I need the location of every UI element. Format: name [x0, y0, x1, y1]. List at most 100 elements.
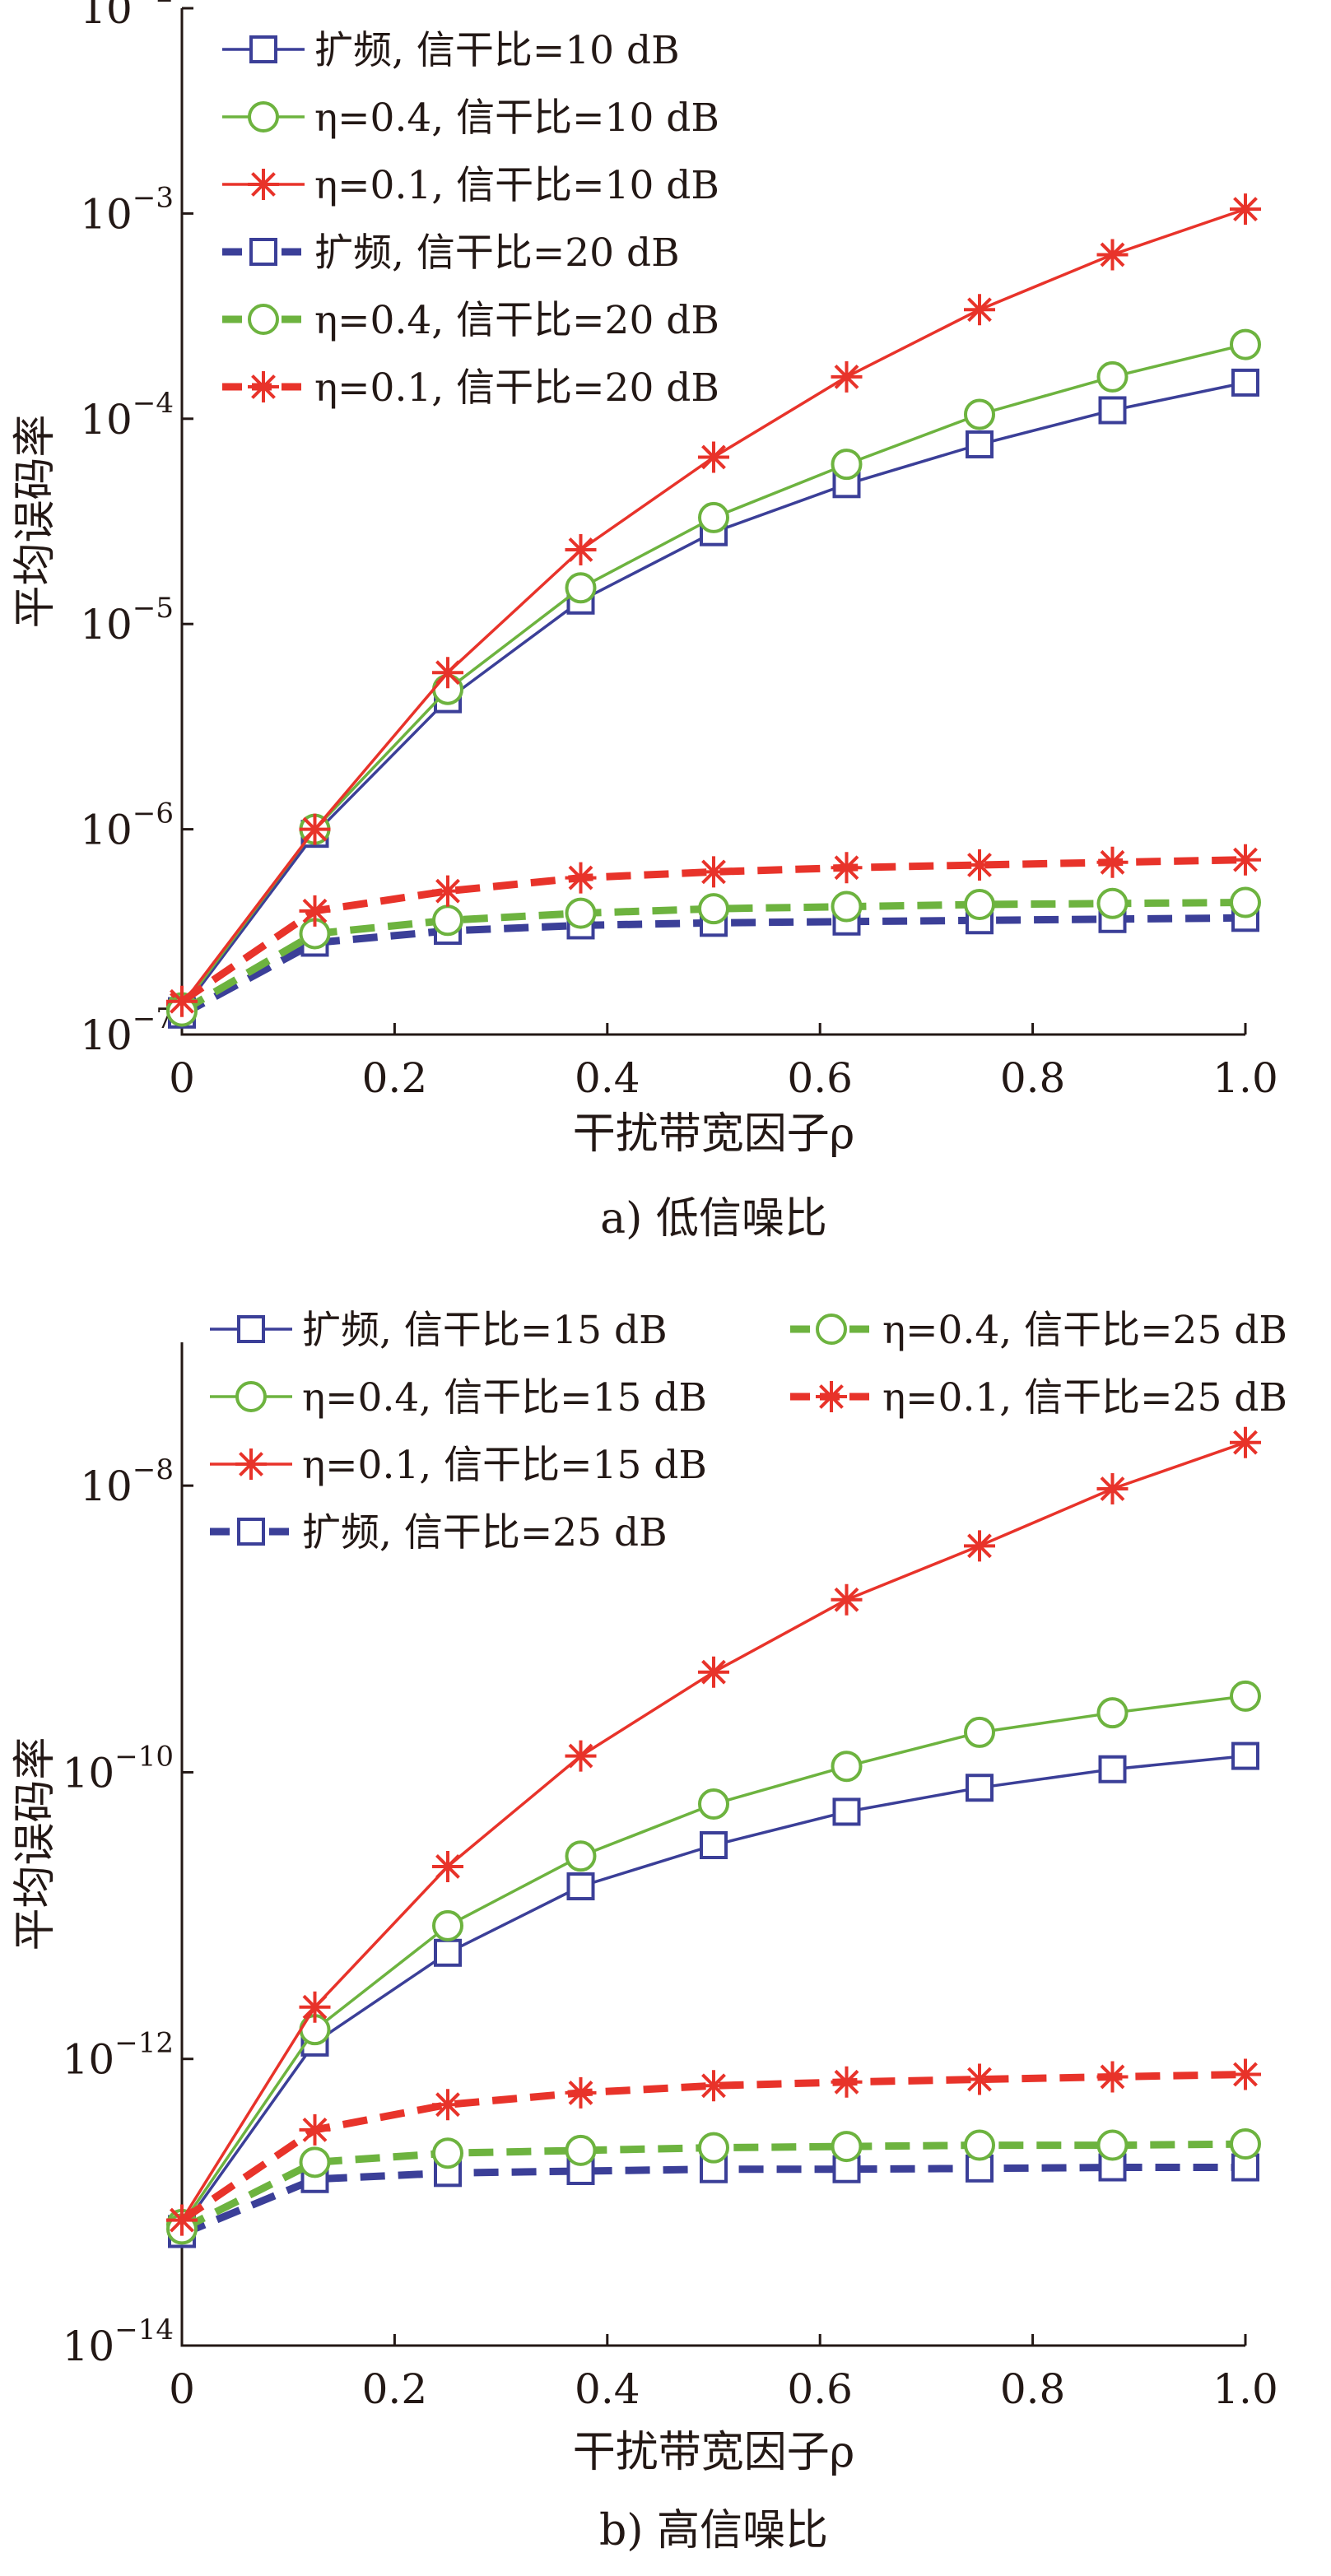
- data-point: [700, 1831, 728, 1860]
- y-tick-label: 10−10: [63, 1740, 174, 1797]
- data-point: [698, 441, 729, 473]
- legend-item: η=0.1, 信干比=25 dB: [790, 1375, 1287, 1421]
- legend-label: η=0.4, 信干比=25 dB: [882, 1308, 1287, 1353]
- y-tick-label: 10−8: [80, 1453, 174, 1510]
- data-point: [1096, 2129, 1129, 2161]
- y-tick-exponent: −10: [114, 1740, 174, 1773]
- data-point: [565, 897, 597, 929]
- legend-label: η=0.4, 信干比=10 dB: [314, 95, 719, 141]
- data-point: [565, 572, 597, 604]
- x-tick-label: 0.4: [575, 1054, 640, 1102]
- y-tick-exponent: −5: [133, 592, 174, 625]
- data-point: [1096, 887, 1129, 919]
- data-point: [299, 1991, 331, 2023]
- legend-marker: [237, 1315, 265, 1343]
- legend-label: 扩频, 信干比=15 dB: [302, 1308, 668, 1353]
- legend-marker: [235, 1448, 267, 1480]
- data-point: [432, 904, 463, 937]
- data-point: [299, 2146, 331, 2178]
- series-5: [166, 844, 1261, 1017]
- data-point: [1230, 1426, 1261, 1458]
- legend-item: η=0.4, 信干比=10 dB: [222, 95, 719, 141]
- data-point: [964, 294, 995, 326]
- legend-label: η=0.1, 信干比=25 dB: [882, 1375, 1287, 1421]
- y-tick-label: 10−4: [80, 387, 174, 444]
- data-point: [1096, 360, 1129, 393]
- data-point: [1230, 2058, 1261, 2090]
- data-point: [432, 657, 463, 689]
- series-5: [166, 2058, 1261, 2236]
- data-point: [565, 1740, 597, 1772]
- data-point: [566, 1872, 595, 1901]
- legend-marker: [249, 238, 277, 266]
- series-4: [166, 886, 1261, 1027]
- x-tick-label: 0.8: [1000, 2365, 1066, 2413]
- data-point: [966, 430, 994, 458]
- y-tick-exponent: −12: [114, 2027, 174, 2060]
- y-tick-label: 10−5: [80, 592, 174, 649]
- data-point: [964, 1530, 995, 1562]
- data-point: [832, 1797, 861, 1826]
- data-point: [964, 849, 995, 881]
- legend-label: 扩频, 信干比=25 dB: [302, 1510, 668, 1555]
- y-tick-label: 10−6: [80, 797, 174, 854]
- data-point: [432, 1850, 463, 1882]
- legend-item: 扩频, 信干比=25 dB: [210, 1510, 668, 1555]
- data-point: [698, 2132, 729, 2164]
- y-tick-exponent: −2: [133, 0, 174, 9]
- legend-item: 扩频, 信干比=15 dB: [210, 1308, 668, 1353]
- legend-label: η=0.1, 信干比=20 dB: [314, 365, 719, 411]
- data-point: [1098, 396, 1127, 425]
- data-point: [831, 890, 863, 923]
- chart-a: 0 0.2 0.4 0.6 0.8 1.0 10−7 10−6 10−5 10−4 10−3 10−2…: [11, 0, 1278, 1244]
- data-point: [1230, 2128, 1261, 2160]
- data-point: [432, 2137, 463, 2169]
- data-point: [831, 360, 863, 393]
- x-tick-label: 0: [169, 1054, 195, 1102]
- data-point: [831, 852, 863, 884]
- data-point: [831, 2066, 863, 2098]
- data-point: [1230, 193, 1261, 226]
- y-tick-exponent: −8: [133, 1453, 174, 1486]
- legend: 扩频, 信干比=15 dB η=0.4, 信干比=15 dB η=0.1, 信干比=…: [210, 1308, 1287, 1555]
- x-tick-label: 0: [169, 2365, 195, 2413]
- data-point: [964, 889, 995, 921]
- legend: 扩频, 信干比=10 dB η=0.4, 信干比=10 dB η=0.1, 信干比=…: [222, 28, 719, 411]
- series-line: [179, 2071, 1246, 2224]
- x-tick-label: 0.6: [787, 2365, 853, 2413]
- data-point: [1096, 2061, 1129, 2093]
- legend-marker: [235, 1381, 267, 1412]
- data-point: [831, 2131, 863, 2163]
- legend-item: 扩频, 信干比=10 dB: [222, 28, 680, 73]
- data-point: [831, 1583, 863, 1616]
- legend-marker: [248, 169, 279, 200]
- x-tick-label: 1.0: [1212, 2365, 1278, 2413]
- data-point: [964, 398, 995, 430]
- legend-label: η=0.4, 信干比=20 dB: [314, 298, 719, 343]
- y-tick-exponent: −14: [114, 2313, 174, 2346]
- legend-marker: [237, 1518, 265, 1546]
- data-point: [432, 875, 463, 907]
- data-point: [1098, 1755, 1127, 1783]
- x-axis-label: 干扰带宽因子ρ: [573, 2428, 855, 2477]
- data-point: [698, 893, 729, 925]
- data-point: [1096, 239, 1129, 271]
- y-tick-exponent: −3: [133, 181, 174, 214]
- x-tick-label: 0.2: [362, 1054, 428, 1102]
- data-point: [698, 856, 729, 888]
- y-tick-label: 10−3: [80, 181, 174, 238]
- data-point: [831, 449, 863, 481]
- data-point: [1096, 1697, 1129, 1729]
- data-point: [1231, 1741, 1259, 1770]
- y-tick-exponent: −4: [133, 387, 174, 420]
- legend-item: 扩频, 信干比=20 dB: [222, 230, 680, 276]
- x-axis-label: 干扰带宽因子ρ: [573, 1109, 855, 1159]
- legend-marker: [816, 1314, 847, 1345]
- legend-label: 扩频, 信干比=20 dB: [314, 230, 680, 276]
- legend-item: η=0.1, 信干比=15 dB: [210, 1443, 707, 1488]
- y-tick-label: 10−14: [63, 2313, 174, 2370]
- data-point: [299, 2113, 331, 2146]
- data-point: [1096, 846, 1129, 878]
- x-tick-label: 1.0: [1212, 1054, 1278, 1102]
- legend-marker: [248, 371, 279, 402]
